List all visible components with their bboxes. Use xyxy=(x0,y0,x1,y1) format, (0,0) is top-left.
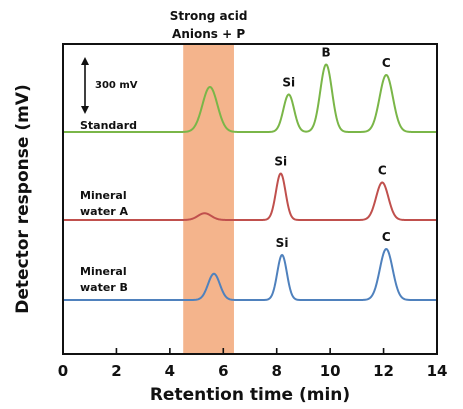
series-label-b-line1: Mineral xyxy=(80,265,127,278)
peak-labels: Si B C Si C Si C xyxy=(274,46,390,251)
series-label-standard: Standard xyxy=(80,119,137,132)
peak-label-si: Si xyxy=(274,155,287,169)
peak-label-c: C xyxy=(382,230,391,244)
scale-bar-label: 300 mV xyxy=(95,80,138,91)
series-line-3 xyxy=(63,247,437,301)
x-axis-ticks: 0 2 4 6 8 10 12 14 xyxy=(58,348,448,380)
x-tick-label: 10 xyxy=(320,362,341,380)
x-tick-label: 14 xyxy=(427,362,448,380)
series-lines xyxy=(63,63,437,301)
peak-label-c: C xyxy=(382,56,391,70)
peak-label-si: Si xyxy=(276,236,289,250)
x-tick-label: 6 xyxy=(218,362,228,380)
peak-label-b: B xyxy=(322,46,331,60)
x-tick-label: 12 xyxy=(373,362,394,380)
x-tick-label: 0 xyxy=(58,362,68,380)
series-label-a-line1: Mineral xyxy=(80,189,127,202)
series-line-2 xyxy=(63,172,437,221)
y-axis-label: Detector response (mV) xyxy=(13,84,33,313)
region-label-line2: Anions + P xyxy=(172,27,245,41)
x-tick-label: 4 xyxy=(165,362,175,380)
series-label-b-line2: water B xyxy=(80,281,128,294)
series-label-a-line2: water A xyxy=(80,205,129,218)
region-label-line1: Strong acid xyxy=(170,9,248,23)
series-line-1 xyxy=(63,63,437,133)
strong-acid-region xyxy=(183,44,234,354)
scale-bar: 300 mV xyxy=(81,57,138,114)
x-axis-label: Retention time (min) xyxy=(150,385,350,405)
x-tick-label: 8 xyxy=(271,362,281,380)
x-tick-label: 2 xyxy=(111,362,121,380)
peak-label-c: C xyxy=(378,164,387,178)
peak-label-si: Si xyxy=(282,76,295,90)
plot-frame xyxy=(62,43,438,355)
